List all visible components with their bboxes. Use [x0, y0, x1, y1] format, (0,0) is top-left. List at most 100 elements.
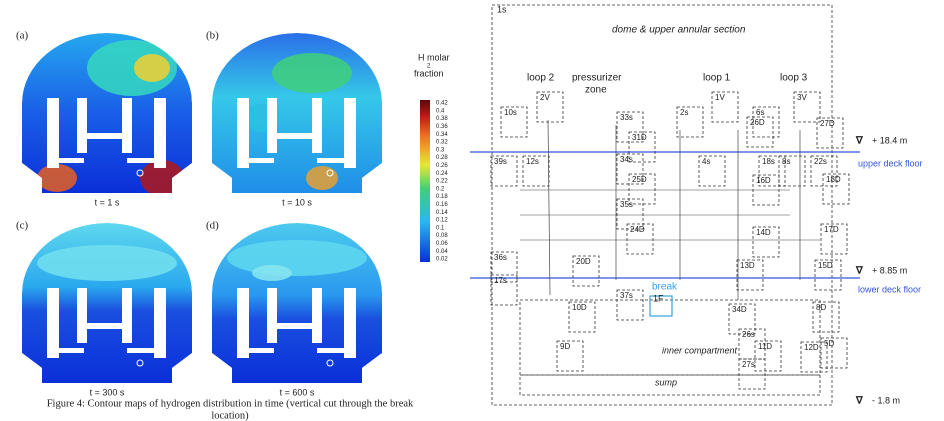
- node-label: 14D: [756, 228, 771, 237]
- internal-structure: [267, 98, 277, 153]
- internal-structure: [317, 348, 344, 353]
- node-label: 37s: [620, 291, 633, 300]
- colorbar-tick-label: 0.34: [436, 132, 448, 138]
- contour-panel: [212, 223, 382, 383]
- colorbar-tick-label: 0.06: [436, 241, 448, 247]
- internal-structure: [47, 288, 59, 358]
- internal-structure: [344, 288, 356, 358]
- contour-region: [306, 166, 338, 190]
- contour-region: [134, 54, 170, 82]
- level-value: - 1.8 m: [872, 395, 900, 405]
- region-label: loop 2: [527, 73, 555, 84]
- contour-panel: [22, 33, 192, 196]
- internal-structure: [312, 288, 322, 343]
- panel-time: t = 10 s: [282, 197, 312, 207]
- internal-structure: [127, 348, 154, 353]
- contour-region: [252, 265, 292, 281]
- node-label: 34D: [732, 305, 747, 314]
- internal-structure: [77, 98, 87, 153]
- colorbar-tick-label: 0.04: [436, 249, 448, 255]
- internal-structure: [84, 323, 122, 329]
- internal-structure: [267, 288, 277, 343]
- node-label: 8D: [816, 303, 826, 312]
- contour-region: [37, 245, 177, 281]
- colorbar-tick-label: 0.38: [436, 116, 448, 122]
- node-label: 17D: [824, 225, 839, 234]
- colorbar-tick-label: 0.36: [436, 124, 448, 130]
- contour-panel: [212, 33, 382, 193]
- colorbar-title: fraction: [414, 68, 444, 78]
- node-label: 24D: [630, 225, 645, 234]
- colorbar-tick-label: 0.26: [436, 163, 448, 169]
- node-label: 2s: [680, 108, 688, 117]
- contour-figure: (a)t = 1 s(b)t = 10 s(c)t = 300 s(d)t = …: [16, 30, 450, 421]
- internal-structure: [122, 288, 132, 343]
- panel-label: (c): [16, 220, 29, 232]
- panel-label: (b): [206, 30, 219, 42]
- node-label: 39s: [494, 157, 507, 166]
- level-marker: ∇: [855, 266, 864, 277]
- break-node: 1F: [653, 293, 664, 303]
- node-label: 8s: [782, 157, 790, 166]
- region-label: 1s: [497, 4, 507, 14]
- internal-structure: [127, 158, 154, 163]
- internal-structure: [344, 98, 356, 168]
- level-value: + 18.4 m: [872, 135, 907, 145]
- colorbar-tick-label: 0.16: [436, 202, 448, 208]
- colorbar-symbol: H: [418, 52, 425, 62]
- node-label: 36s: [494, 253, 507, 262]
- flow-path: [548, 120, 550, 295]
- region-label: sump: [655, 377, 677, 387]
- contour-panel: [22, 223, 192, 383]
- internal-structure: [249, 158, 274, 163]
- node-label: 20D: [576, 257, 591, 266]
- caption: location): [211, 410, 249, 421]
- internal-structure: [154, 288, 166, 358]
- node-label: 18s: [762, 157, 775, 166]
- node-label: 6s: [756, 108, 764, 117]
- level-marker: ∇: [855, 396, 864, 407]
- node-label: 12s: [526, 157, 539, 166]
- node-label: 27s: [742, 360, 755, 369]
- colorbar-tick-label: 0.18: [436, 194, 448, 200]
- node-label: 4s: [702, 157, 710, 166]
- internal-structure: [122, 98, 132, 153]
- internal-structure: [237, 98, 249, 168]
- colorbar-title: molar: [427, 52, 450, 62]
- level-marker: ∇: [855, 136, 864, 147]
- node-label: 26D: [750, 118, 765, 127]
- region-label: loop 1: [703, 73, 731, 84]
- node-label: 25D: [632, 175, 647, 184]
- colorbar-tick-label: 0.32: [436, 140, 448, 146]
- colorbar: [420, 100, 430, 262]
- panel-time: t = 300 s: [90, 387, 125, 397]
- node-label: 35s: [620, 200, 633, 209]
- contour-region: [272, 53, 352, 93]
- node-label: 12D: [804, 343, 819, 352]
- region-label: loop 3: [780, 73, 808, 84]
- colorbar-tick-label: 0.42: [436, 101, 448, 107]
- node-label: 16D: [756, 176, 771, 185]
- contour-region: [227, 240, 367, 276]
- node-label: 1V: [715, 93, 725, 102]
- internal-structure: [312, 98, 322, 153]
- internal-structure: [84, 133, 122, 139]
- node-label: 26s: [742, 330, 755, 339]
- inner-compartment-box: [520, 300, 820, 375]
- node-label: 13D: [740, 261, 755, 270]
- panel-label: (d): [206, 220, 219, 232]
- internal-structure: [47, 98, 59, 168]
- level-name: lower deck floor: [858, 284, 921, 294]
- node-label: 17s: [494, 276, 507, 285]
- colorbar-tick-label: 0.12: [436, 218, 448, 224]
- internal-structure: [154, 98, 166, 168]
- contour-region: [37, 164, 77, 192]
- caption: Figure 4: Contour maps of hydrogen distr…: [47, 398, 414, 409]
- node-label: 33s: [620, 113, 633, 122]
- colorbar-tick-label: 0.08: [436, 233, 448, 239]
- panel-time: t = 1 s: [95, 197, 120, 207]
- node-label: 3V: [797, 93, 807, 102]
- internal-structure: [274, 133, 312, 139]
- colorbar-tick-label: 0.4: [436, 108, 445, 114]
